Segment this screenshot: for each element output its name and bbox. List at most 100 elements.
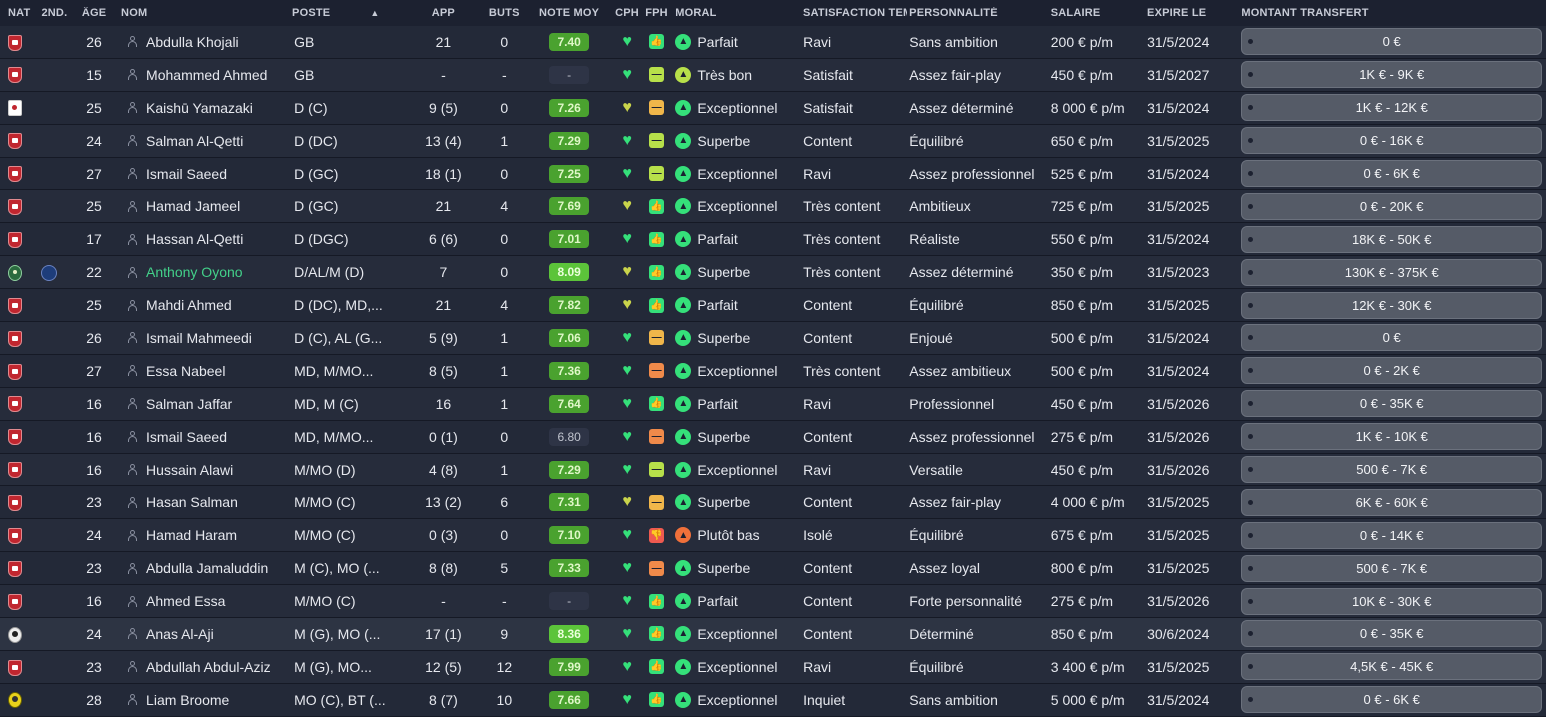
- col-age-header[interactable]: ÂGE: [81, 7, 107, 19]
- col-personnalite-header[interactable]: PERSONNALITÉ: [909, 7, 998, 19]
- table-row[interactable]: 17 Hassan Al-Qetti D (DGC) 6 (6) 0 7.01 ♥ 👍 ▲ Par…: [0, 223, 1546, 257]
- player-name[interactable]: Anthony Oyono: [146, 264, 243, 281]
- nation-flag-icon[interactable]: [8, 133, 22, 150]
- player-name[interactable]: Mohammed Ahmed: [146, 66, 268, 83]
- morale-cell[interactable]: ▲ Exceptionnel: [671, 165, 799, 182]
- player-name[interactable]: Essa Nabeel: [146, 362, 226, 379]
- transfer-value-bar[interactable]: 6K € - 60K €: [1241, 488, 1543, 516]
- morale-cell[interactable]: ▲ Exceptionnel: [671, 198, 799, 215]
- nation-flag-icon[interactable]: [8, 297, 22, 314]
- transfer-value-bar[interactable]: 0 € - 14K €: [1241, 521, 1543, 549]
- nation-flag-icon[interactable]: [8, 199, 22, 216]
- name-cell[interactable]: Ismail Saeed: [121, 429, 290, 445]
- table-row[interactable]: 26 Ismail Mahmeedi D (C), AL (G... 5 (9) 1 7.…: [0, 322, 1546, 355]
- morale-cell[interactable]: ▲ Superbe: [671, 428, 799, 445]
- player-name[interactable]: Hamad Jameel: [146, 198, 241, 215]
- player-name[interactable]: Kaishū Yamazaki: [146, 99, 253, 116]
- morale-cell[interactable]: ▲ Parfait: [671, 297, 799, 314]
- col-buts-header[interactable]: BUTS: [488, 7, 520, 19]
- morale-cell[interactable]: ▲ Exceptionnel: [671, 461, 799, 478]
- transfer-value-bar[interactable]: 0 € - 2K €: [1241, 357, 1543, 385]
- table-row[interactable]: 22 Anthony Oyono D/AL/M (D) 7 0 8.09 ♥ 👍 ▲ Superb…: [0, 256, 1546, 290]
- nation-flag-icon[interactable]: [8, 34, 22, 51]
- player-name[interactable]: Salman Al-Qetti: [146, 132, 244, 149]
- transfer-value-bar[interactable]: 0 €: [1241, 324, 1543, 352]
- col-expire-header[interactable]: EXPIRE LE: [1147, 7, 1207, 19]
- table-row[interactable]: 15 Mohammed Ahmed GB - - - ♥ — ▲ Très bon Satisfai…: [0, 58, 1546, 92]
- nation-flag-icon[interactable]: [8, 330, 22, 347]
- table-row[interactable]: 25 Kaishū Yamazaki D (C) 9 (5) 0 7.26 ♥ — ▲ Excep…: [0, 91, 1546, 125]
- name-cell[interactable]: Anthony Oyono: [121, 264, 290, 280]
- col-nat-header[interactable]: NAT: [8, 7, 31, 19]
- player-name[interactable]: Hamad Haram: [146, 527, 238, 544]
- name-cell[interactable]: Abdulla Jamaluddin: [121, 560, 290, 576]
- player-name[interactable]: Abdulla Khojali: [146, 33, 239, 50]
- table-row[interactable]: 24 Anas Al-Aji M (G), MO (... 17 (1) 9 8.36 ♥ 👍…: [0, 618, 1546, 651]
- transfer-value-bar[interactable]: 130K € - 375K €: [1241, 258, 1543, 286]
- transfer-value-bar[interactable]: 0 € - 20K €: [1241, 192, 1543, 220]
- col-nom-header[interactable]: NOM: [121, 7, 148, 19]
- transfer-value-bar[interactable]: 0 € - 16K €: [1241, 127, 1543, 155]
- table-row[interactable]: 23 Abdulla Jamaluddin M (C), MO (... 8 (8) 5…: [0, 552, 1546, 586]
- name-cell[interactable]: Hamad Haram: [121, 527, 290, 543]
- col-satisfaction-header[interactable]: SATISFACTION TEM...: [803, 7, 907, 19]
- table-row[interactable]: 16 Ismail Saeed MD, M/MO... 0 (1) 0 6.80 ♥ — ▲ Su…: [0, 420, 1546, 454]
- col-nat2-header[interactable]: 2ND...: [41, 7, 68, 19]
- morale-cell[interactable]: ▲ Exceptionnel: [671, 691, 799, 708]
- transfer-value-bar[interactable]: 18K € - 50K €: [1241, 225, 1543, 253]
- morale-cell[interactable]: ▲ Exceptionnel: [671, 625, 799, 642]
- nation-flag-icon[interactable]: [8, 692, 22, 709]
- second-nation-flag-icon[interactable]: [41, 264, 58, 281]
- morale-cell[interactable]: ▲ Superbe: [671, 329, 799, 346]
- nation-flag-icon[interactable]: [8, 363, 22, 380]
- transfer-value-bar[interactable]: 1K € - 12K €: [1241, 94, 1543, 122]
- transfer-value-bar[interactable]: 500 € - 7K €: [1241, 456, 1543, 484]
- name-cell[interactable]: Salman Al-Qetti: [121, 133, 290, 149]
- morale-cell[interactable]: ▲ Superbe: [671, 132, 799, 149]
- nation-flag-icon[interactable]: [8, 495, 22, 512]
- player-name[interactable]: Hussain Alawi: [146, 461, 234, 478]
- morale-cell[interactable]: ▲ Parfait: [671, 395, 799, 412]
- name-cell[interactable]: Ismail Mahmeedi: [121, 330, 290, 346]
- table-row[interactable]: 24 Salman Al-Qetti D (DC) 13 (4) 1 7.29 ♥ — ▲ Sup…: [0, 124, 1546, 158]
- name-cell[interactable]: Salman Jaffar: [121, 396, 290, 412]
- col-transfert-header[interactable]: MONTANT TRANSFERT: [1241, 7, 1369, 19]
- transfer-value-bar[interactable]: 4,5K € - 45K €: [1241, 653, 1543, 681]
- transfer-value-bar[interactable]: 10K € - 30K €: [1241, 587, 1543, 615]
- table-row[interactable]: 23 Abdullah Abdul-Aziz M (G), MO... 12 (5) 1…: [0, 650, 1546, 684]
- player-name[interactable]: Anas Al-Aji: [146, 625, 214, 642]
- player-name[interactable]: Ismail Saeed: [146, 165, 227, 182]
- transfer-value-bar[interactable]: 0 € - 35K €: [1241, 390, 1543, 418]
- table-row[interactable]: 16 Hussain Alawi M/MO (D) 4 (8) 1 7.29 ♥ — ▲ Exce…: [0, 453, 1546, 487]
- table-row[interactable]: 26 Abdulla Khojali GB 21 0 7.40 ♥ 👍 ▲ Parfait Ravi…: [0, 26, 1546, 59]
- nation-flag-icon[interactable]: [8, 560, 22, 577]
- col-app-header[interactable]: APP: [431, 7, 455, 19]
- col-cph-header[interactable]: CPH: [615, 7, 639, 19]
- transfer-value-bar[interactable]: 0 € - 6K €: [1241, 160, 1543, 187]
- morale-cell[interactable]: ▲ Très bon: [671, 66, 799, 83]
- name-cell[interactable]: Abdullah Abdul-Aziz: [121, 659, 290, 675]
- transfer-value-bar[interactable]: 12K € - 30K €: [1241, 291, 1543, 319]
- table-row[interactable]: 16 Salman Jaffar MD, M (C) 16 1 7.64 ♥ 👍 ▲ Parfai…: [0, 387, 1546, 421]
- table-row[interactable]: 23 Hasan Salman M/MO (C) 13 (2) 6 7.31 ♥ — ▲ Supe…: [0, 486, 1546, 520]
- col-salaire-header[interactable]: SALAIRE: [1050, 7, 1101, 19]
- name-cell[interactable]: Hasan Salman: [121, 494, 290, 510]
- transfer-value-bar[interactable]: 0 €: [1241, 28, 1543, 56]
- nation-flag-icon[interactable]: [8, 396, 22, 413]
- transfer-value-bar[interactable]: 1K € - 9K €: [1241, 61, 1543, 89]
- morale-cell[interactable]: ▲ Exceptionnel: [671, 99, 799, 116]
- table-row[interactable]: 25 Hamad Jameel D (GC) 21 4 7.69 ♥ 👍 ▲ Exceptionn…: [0, 190, 1546, 224]
- nation-flag-icon[interactable]: [8, 264, 22, 281]
- player-name[interactable]: Abdulla Jamaluddin: [146, 560, 269, 577]
- transfer-value-bar[interactable]: 500 € - 7K €: [1241, 554, 1543, 582]
- name-cell[interactable]: Essa Nabeel: [121, 363, 290, 379]
- nation-flag-icon[interactable]: [8, 429, 22, 446]
- col-poste-header[interactable]: POSTE ▲: [290, 7, 404, 19]
- col-note-header[interactable]: NOTE MOY: [538, 7, 600, 19]
- morale-cell[interactable]: ▲ Superbe: [671, 494, 799, 511]
- nation-flag-icon[interactable]: [8, 166, 22, 183]
- player-name[interactable]: Mahdi Ahmed: [146, 297, 232, 314]
- morale-cell[interactable]: ▲ Exceptionnel: [671, 658, 799, 675]
- col-moral-header[interactable]: MORAL: [675, 7, 717, 19]
- table-row[interactable]: 27 Ismail Saeed D (GC) 18 (1) 0 7.25 ♥ — ▲ Except…: [0, 157, 1546, 191]
